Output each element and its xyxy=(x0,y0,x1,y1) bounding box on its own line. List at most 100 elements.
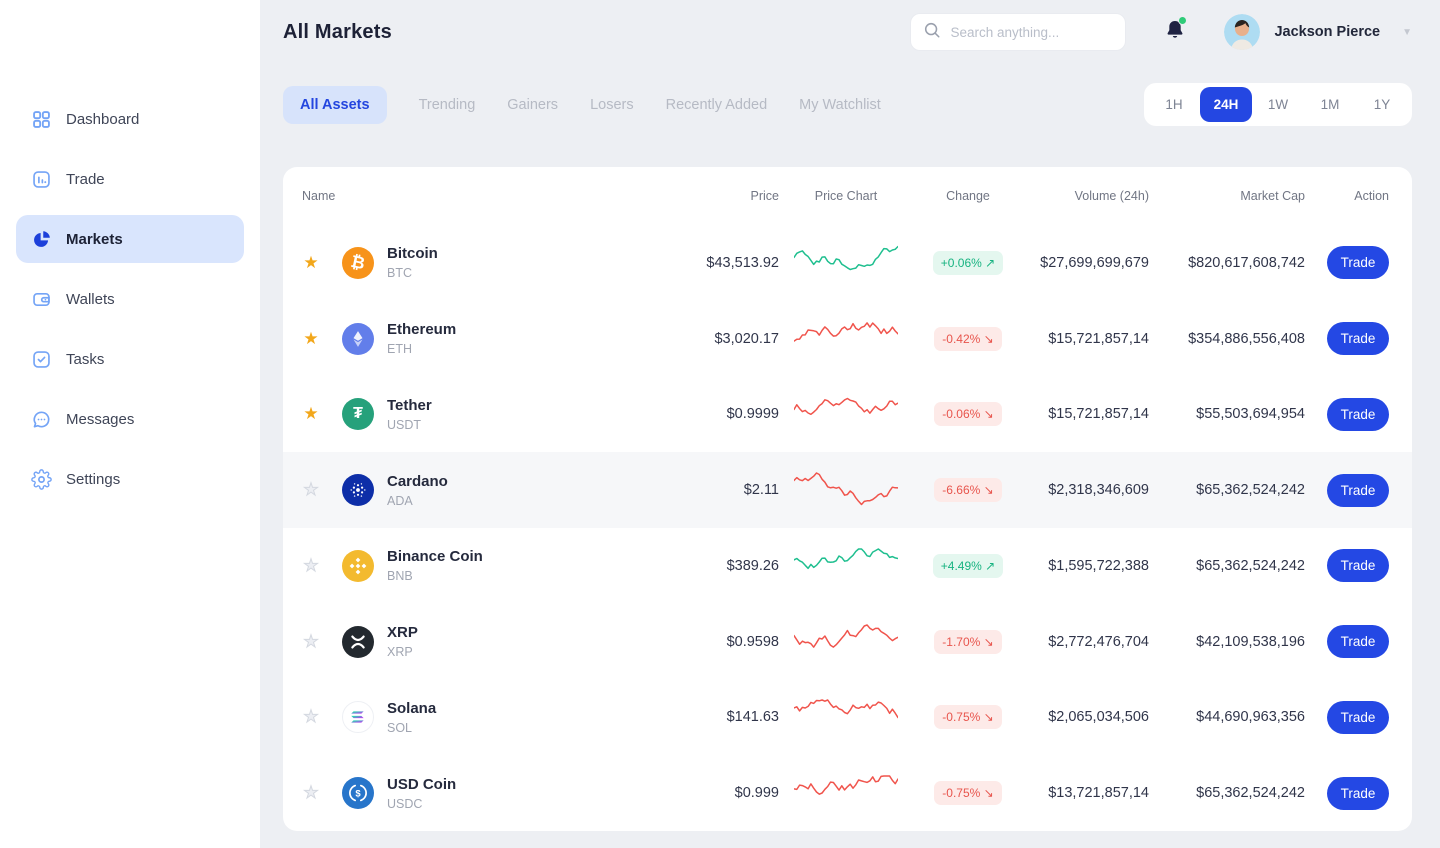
usdc-icon: $ xyxy=(342,777,374,810)
user-menu-caret-icon[interactable]: ▼ xyxy=(1402,26,1412,38)
range-1m[interactable]: 1M xyxy=(1320,97,1340,112)
tab-losers[interactable]: Losers xyxy=(590,96,634,113)
avatar[interactable] xyxy=(1224,14,1261,50)
range-1w[interactable]: 1W xyxy=(1267,97,1289,112)
price-sparkline-down xyxy=(779,392,913,436)
sidebar-item-tasks[interactable]: Tasks xyxy=(16,335,244,383)
table-row-sol[interactable]: ★ Solana SOL $141.63 -0.75% ↘ $2,065,034… xyxy=(283,680,1412,756)
column-header-market-cap: Market Cap xyxy=(1240,189,1305,203)
price-value: $43,513.92 xyxy=(706,254,779,271)
price-value: $3,020.17 xyxy=(714,330,779,347)
trade-button[interactable]: Trade xyxy=(1327,397,1389,431)
sidebar: Dashboard Trade Markets Wallets Tasks Me… xyxy=(0,0,260,848)
sidebar-item-wallets[interactable]: Wallets xyxy=(16,275,244,323)
range-24h[interactable]: 24H xyxy=(1200,87,1252,122)
change-cell: -6.66% ↘ xyxy=(913,478,1023,503)
action-cell: Trade xyxy=(1313,246,1412,280)
search-box[interactable] xyxy=(910,13,1127,51)
asset-name: Tether xyxy=(387,396,432,414)
tab-gainers[interactable]: Gainers xyxy=(507,96,559,113)
asset-cell: ₿ Bitcoin BTC xyxy=(329,245,619,280)
star-outline-icon[interactable]: ★ xyxy=(303,480,319,500)
asset-name: Binance Coin xyxy=(387,548,483,566)
volume-value: $2,065,034,506 xyxy=(1048,709,1149,726)
table-row-bnb[interactable]: ★ Binance Coin BNB $389.26 +4.49% ↗ $1,5… xyxy=(283,528,1412,604)
table-body: ★ ₿ Bitcoin BTC $43,513.92 +0.06% ↗ $27,… xyxy=(283,225,1412,831)
table-row-usdc[interactable]: ★ $ USD Coin USDC $0.999 -0.75% ↘ $13,72… xyxy=(283,755,1412,831)
tab-all-assets[interactable]: All Assets xyxy=(283,85,387,124)
search-input[interactable] xyxy=(950,24,1114,40)
trade-button[interactable]: Trade xyxy=(1327,776,1389,810)
change-cell: -0.06% ↘ xyxy=(913,402,1023,427)
asset-cell: Cardano ADA xyxy=(329,473,619,508)
trade-button[interactable]: Trade xyxy=(1327,473,1389,507)
column-header-price: Price xyxy=(750,189,779,203)
messages-chat-icon xyxy=(30,408,52,430)
user-name[interactable]: Jackson Pierce xyxy=(1274,24,1381,40)
trade-button[interactable]: Trade xyxy=(1327,322,1389,356)
star-outline-icon[interactable]: ★ xyxy=(303,555,319,575)
star-filled-icon[interactable]: ★ xyxy=(303,328,319,348)
sidebar-item-label: Wallets xyxy=(66,290,115,308)
sidebar-item-label: Dashboard xyxy=(66,110,140,128)
sidebar-item-dashboard[interactable]: Dashboard xyxy=(16,95,244,143)
settings-gear-icon xyxy=(30,468,52,490)
sidebar-item-label: Tasks xyxy=(66,350,105,368)
search-icon xyxy=(923,21,941,44)
tab-trending[interactable]: Trending xyxy=(418,96,476,113)
asset-cell: Ethereum ETH xyxy=(329,321,619,356)
trade-button[interactable]: Trade xyxy=(1327,700,1389,734)
usdt-icon: ₮ xyxy=(342,398,374,431)
market-cap-value: $55,503,694,954 xyxy=(1196,406,1305,423)
table-row-usdt[interactable]: ★ ₮ Tether USDT $0.9999 -0.06% ↘ $15,721… xyxy=(283,377,1412,453)
asset-symbol: SOL xyxy=(387,720,413,735)
change-badge: -1.70% ↘ xyxy=(934,629,1002,654)
asset-symbol: XRP xyxy=(387,645,413,660)
asset-name: Cardano xyxy=(387,472,448,490)
change-cell: -1.70% ↘ xyxy=(913,629,1023,654)
btc-icon: ₿ xyxy=(342,246,374,279)
notifications-button[interactable] xyxy=(1164,15,1188,47)
asset-name: USD Coin xyxy=(387,775,457,793)
asset-name: Solana xyxy=(387,699,437,717)
volume-value: $15,721,857,14 xyxy=(1048,330,1149,347)
table-row-eth[interactable]: ★ Ethereum ETH $3,020.17 -0.42% ↘ $15,72… xyxy=(283,301,1412,377)
volume-value: $13,721,857,14 xyxy=(1048,785,1149,802)
trade-button[interactable]: Trade xyxy=(1327,625,1389,659)
star-outline-icon[interactable]: ★ xyxy=(303,631,319,651)
market-cap-value: $65,362,524,242 xyxy=(1196,482,1305,499)
star-outline-icon[interactable]: ★ xyxy=(303,707,319,727)
table-row-btc[interactable]: ★ ₿ Bitcoin BTC $43,513.92 +0.06% ↗ $27,… xyxy=(283,225,1412,301)
change-badge: -0.42% ↘ xyxy=(934,326,1002,351)
star-filled-icon[interactable]: ★ xyxy=(303,404,319,424)
dashboard-grid-icon xyxy=(30,108,52,130)
action-cell: Trade xyxy=(1313,700,1412,734)
trade-button[interactable]: Trade xyxy=(1327,246,1389,280)
range-1y[interactable]: 1Y xyxy=(1373,97,1391,112)
sidebar-item-trade[interactable]: Trade xyxy=(16,155,244,203)
column-header-price-chart: Price Chart xyxy=(814,189,878,203)
star-filled-icon[interactable]: ★ xyxy=(303,252,319,272)
sidebar-item-messages[interactable]: Messages xyxy=(16,395,244,443)
table-row-xrp[interactable]: ★ XRP XRP $0.9598 -1.70% ↘ $2,772,476,70… xyxy=(283,604,1412,680)
price-value: $141.63 xyxy=(726,709,779,726)
trade-button[interactable]: Trade xyxy=(1327,549,1389,583)
price-sparkline-down xyxy=(779,695,913,739)
page-title: All Markets xyxy=(283,20,392,43)
column-header-name: Name xyxy=(302,189,336,203)
market-cap-value: $354,886,556,408 xyxy=(1188,330,1305,347)
range-1h[interactable]: 1H xyxy=(1165,97,1183,112)
svg-text:$: $ xyxy=(355,789,361,800)
tab-my-watchlist[interactable]: My Watchlist xyxy=(799,96,881,113)
sidebar-item-settings[interactable]: Settings xyxy=(16,455,244,503)
change-cell: -0.75% ↘ xyxy=(913,781,1023,806)
tab-recently-added[interactable]: Recently Added xyxy=(665,96,768,113)
action-cell: Trade xyxy=(1313,776,1412,810)
sidebar-item-label: Messages xyxy=(66,410,135,428)
sidebar-item-markets[interactable]: Markets xyxy=(16,215,244,263)
star-outline-icon[interactable]: ★ xyxy=(303,783,319,803)
market-cap-value: $44,690,963,356 xyxy=(1196,709,1305,726)
table-row-ada[interactable]: ★ Cardano ADA $2.11 -6.66% ↘ $2,318,346,… xyxy=(283,452,1412,528)
topbar-right: Jackson Pierce ▼ xyxy=(910,13,1412,51)
sidebar-item-label: Markets xyxy=(66,230,123,248)
